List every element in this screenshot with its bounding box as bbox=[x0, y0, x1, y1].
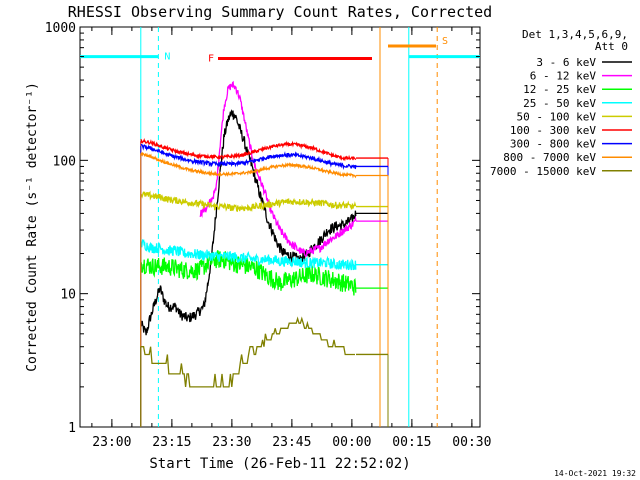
plot-area-frame bbox=[79, 26, 481, 428]
legend-entry-label: 12 - 25 keV bbox=[523, 83, 596, 96]
legend-entry-label: 3 - 6 keV bbox=[536, 56, 596, 69]
annotation-bars: N F S bbox=[80, 36, 480, 65]
x-tick-label: 23:15 bbox=[152, 435, 191, 450]
legend-entry-label: 800 - 7000 keV bbox=[503, 151, 596, 164]
x-tick-label: 00:30 bbox=[452, 435, 491, 450]
series-line bbox=[140, 239, 357, 271]
x-tick-label: 00:15 bbox=[392, 435, 431, 450]
footer-timestamp: 14-Oct-2021 19:32 bbox=[554, 469, 636, 478]
vertical-markers bbox=[140, 27, 438, 427]
legend-entry-label: 7000 - 15000 keV bbox=[490, 165, 596, 178]
detector-note-line-1: Det 1,3,4,5,6,9, bbox=[522, 28, 628, 41]
series-line bbox=[140, 151, 357, 179]
annotation-label: S bbox=[442, 36, 448, 47]
series-line bbox=[140, 137, 357, 162]
x-axis-label: Start Time (26-Feb-11 22:52:02) bbox=[149, 456, 410, 472]
detector-note-line-2: Att 0 bbox=[595, 40, 628, 53]
x-tick-label: 23:00 bbox=[92, 435, 131, 450]
x-tick-label: 23:45 bbox=[272, 435, 311, 450]
series-line bbox=[199, 80, 357, 258]
legend-entry-label: 50 - 100 keV bbox=[517, 110, 597, 123]
y-axis-label: Corrected Count Rate (s⁻¹ detector⁻¹) bbox=[25, 82, 40, 372]
y-axis-ticks: 1 10 100 1000 bbox=[45, 21, 480, 436]
y-tick-label: 1 bbox=[68, 421, 76, 436]
legend-entry-label: 6 - 12 keV bbox=[530, 70, 597, 83]
x-axis-ticks: 23:00 23:15 23:30 23:45 00:00 00:15 00:30 bbox=[91, 27, 491, 450]
x-tick-label: 00:00 bbox=[332, 435, 371, 450]
series-lines bbox=[140, 80, 389, 427]
annotation-label: F bbox=[208, 54, 214, 65]
y-tick-label: 1000 bbox=[45, 21, 76, 36]
series-line bbox=[140, 109, 357, 336]
legend-entry-label: 100 - 300 keV bbox=[510, 124, 596, 137]
series-line bbox=[140, 190, 357, 213]
y-tick-label: 100 bbox=[53, 154, 76, 169]
series-line bbox=[140, 249, 357, 296]
chart-title: RHESSI Observing Summary Count Rates, Co… bbox=[68, 3, 492, 21]
series-line bbox=[140, 316, 355, 388]
legend-entry-label: 25 - 50 keV bbox=[523, 97, 596, 110]
annotation-label: N bbox=[164, 52, 170, 63]
y-tick-label: 10 bbox=[60, 288, 76, 303]
legend-entry-label: 300 - 800 keV bbox=[510, 138, 596, 151]
series-line bbox=[140, 143, 357, 171]
x-tick-label: 23:30 bbox=[212, 435, 251, 450]
